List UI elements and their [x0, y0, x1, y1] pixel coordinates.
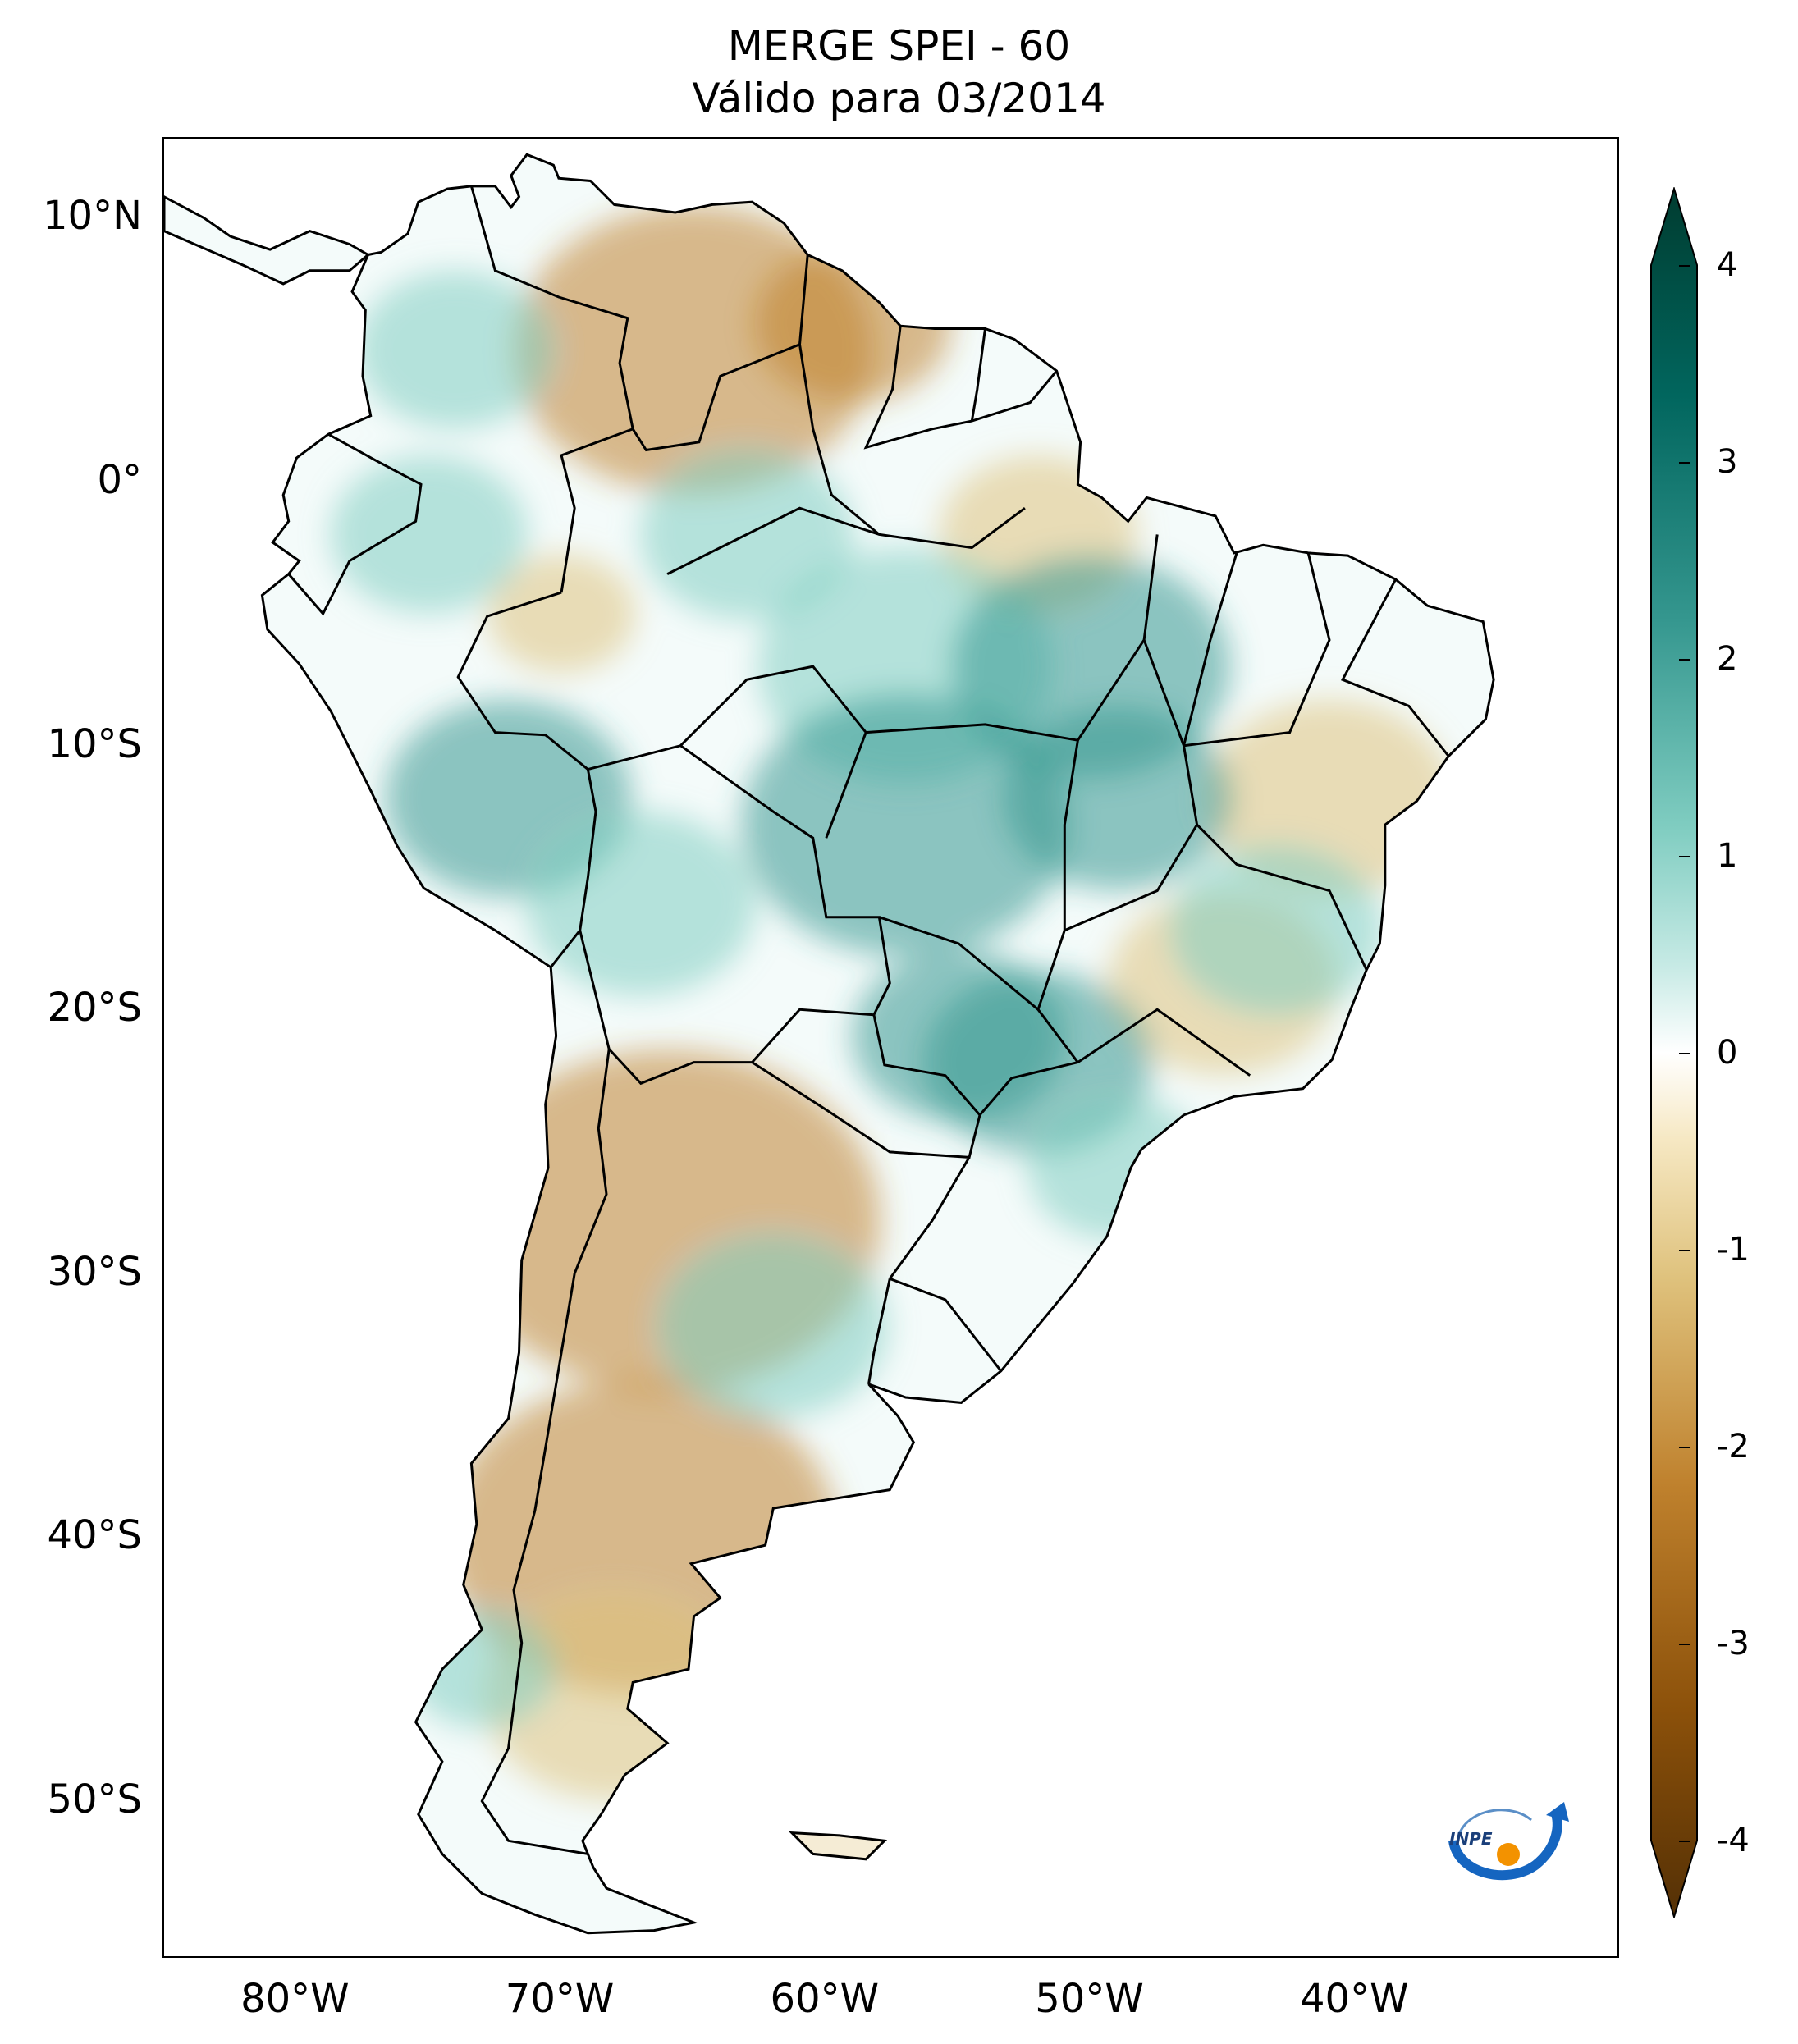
colorbar-tick-label: 4	[1717, 246, 1738, 284]
colorbar-tick-label: 3	[1717, 443, 1738, 481]
logo-text: INPE	[1449, 1829, 1493, 1849]
map-area	[162, 137, 1619, 1958]
political-border	[978, 1008, 1080, 1116]
spei-anomaly-region	[754, 245, 952, 403]
colorbar-tick-label: -1	[1717, 1231, 1750, 1269]
chart-title-line1: MERGE SPEI - 60	[727, 22, 1071, 70]
political-border	[1183, 552, 1238, 747]
political-border	[1340, 578, 1450, 757]
political-border	[970, 328, 986, 422]
longitude-label: 50°W	[1035, 1976, 1144, 2022]
colorbar-tick-label: -4	[1717, 1822, 1750, 1859]
latitude-label: 30°S	[47, 1248, 142, 1295]
political-border	[456, 591, 589, 771]
colorbar-tick-label: -3	[1717, 1625, 1750, 1662]
colorbar-tick	[1679, 265, 1690, 267]
colorbar	[1650, 187, 1698, 1918]
latitude-label: 10°N	[43, 193, 142, 240]
spei-anomaly-region	[741, 693, 1070, 957]
political-border	[878, 916, 1039, 1011]
political-border	[287, 432, 423, 616]
spei-anomaly-region	[1169, 844, 1384, 1016]
spei-anomaly-region	[357, 271, 554, 429]
colorbar-tick	[1679, 1447, 1690, 1448]
political-border	[1077, 1008, 1251, 1077]
colorbar-tick	[1679, 1841, 1690, 1842]
spei-anomaly-region	[852, 950, 1066, 1122]
political-border	[825, 723, 1080, 931]
spei-anomaly-region	[330, 455, 528, 614]
political-border	[863, 326, 1058, 450]
political-border	[798, 344, 881, 536]
spei-anomaly-region	[658, 1234, 889, 1419]
central-america	[164, 195, 371, 286]
spei-anomaly-region	[525, 812, 756, 996]
political-border	[588, 744, 891, 1016]
inpe-logo: INPE	[1448, 1802, 1569, 1881]
spei-anomaly-region	[1002, 706, 1233, 890]
political-border	[867, 1278, 891, 1385]
political-border	[889, 1277, 1002, 1372]
colorbar-tick	[1679, 659, 1690, 661]
longitude-label: 60°W	[770, 1976, 880, 2022]
colorbar-tick-label: -2	[1717, 1428, 1750, 1466]
latitude-label: 10°S	[47, 720, 142, 767]
political-border	[679, 665, 867, 747]
colorbar-tick	[1679, 1250, 1690, 1251]
colorbar-tick-label: 1	[1717, 837, 1738, 875]
political-border	[631, 254, 809, 452]
political-border	[469, 185, 634, 593]
longitude-label: 70°W	[505, 1976, 615, 2022]
chart-title-line2: Válido para 03/2014	[692, 75, 1106, 122]
latitude-label: 40°S	[47, 1512, 142, 1559]
political-border	[550, 769, 597, 968]
political-border	[751, 1014, 981, 1159]
colorbar-tick	[1679, 1644, 1690, 1645]
political-border	[889, 1156, 971, 1280]
political-border	[1183, 552, 1331, 748]
latitude-label: 20°S	[47, 985, 142, 1031]
colorbar-tick	[1679, 1053, 1690, 1054]
latitude-label: 50°S	[47, 1776, 142, 1823]
south-america-map	[164, 153, 1495, 1935]
political-border	[666, 506, 1026, 575]
colorbar-tick	[1679, 856, 1690, 857]
colorbar-tick-label: 0	[1717, 1034, 1738, 1072]
longitude-label: 40°W	[1299, 1976, 1409, 2022]
falkland-islands	[789, 1831, 888, 1861]
colorbar-tick-label: 2	[1717, 640, 1738, 678]
spei-anomaly-region	[487, 554, 636, 673]
coastline	[260, 153, 1495, 1935]
latitude-label: 0°	[97, 457, 142, 504]
political-border	[480, 1049, 611, 1855]
colorbar-body	[1650, 187, 1698, 1918]
longitude-label: 80°W	[240, 1976, 350, 2022]
colorbar-tick	[1679, 462, 1690, 464]
